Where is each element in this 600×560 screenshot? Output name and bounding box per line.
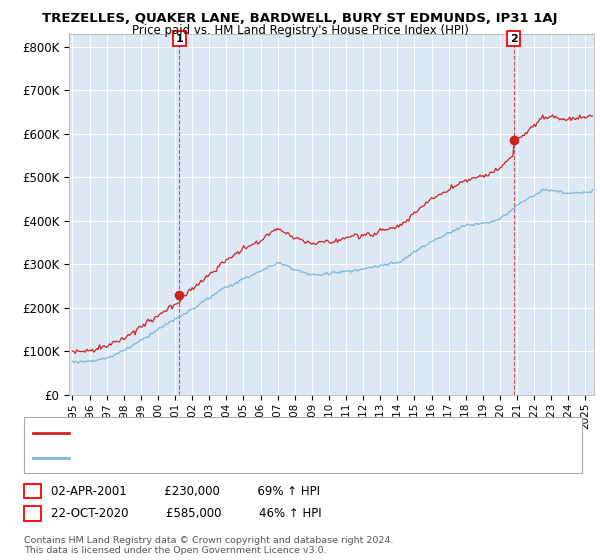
- Text: TREZELLES, QUAKER LANE, BARDWELL, BURY ST EDMUNDS, IP31 1AJ (detached house): TREZELLES, QUAKER LANE, BARDWELL, BURY S…: [75, 428, 529, 438]
- Text: Price paid vs. HM Land Registry's House Price Index (HPI): Price paid vs. HM Land Registry's House …: [131, 24, 469, 37]
- Text: 22-OCT-2020          £585,000          46% ↑ HPI: 22-OCT-2020 £585,000 46% ↑ HPI: [51, 507, 322, 520]
- Text: HPI: Average price, detached house, West Suffolk: HPI: Average price, detached house, West…: [75, 452, 333, 463]
- Text: 1: 1: [175, 34, 183, 44]
- Text: TREZELLES, QUAKER LANE, BARDWELL, BURY ST EDMUNDS, IP31 1AJ: TREZELLES, QUAKER LANE, BARDWELL, BURY S…: [42, 12, 558, 25]
- Text: Contains HM Land Registry data © Crown copyright and database right 2024.
This d: Contains HM Land Registry data © Crown c…: [24, 536, 394, 556]
- Text: 1: 1: [28, 484, 37, 498]
- Text: 2: 2: [28, 507, 37, 520]
- Text: 02-APR-2001          £230,000          69% ↑ HPI: 02-APR-2001 £230,000 69% ↑ HPI: [51, 484, 320, 498]
- Text: 2: 2: [510, 34, 518, 44]
